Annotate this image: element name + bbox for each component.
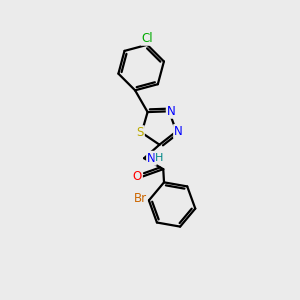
- Text: H: H: [155, 153, 164, 163]
- Text: N: N: [167, 105, 176, 118]
- Text: Br: Br: [134, 192, 147, 206]
- Text: Cl: Cl: [142, 32, 153, 45]
- Text: N: N: [147, 152, 156, 165]
- Text: O: O: [133, 170, 142, 183]
- Text: N: N: [174, 125, 183, 138]
- Text: S: S: [136, 126, 144, 139]
